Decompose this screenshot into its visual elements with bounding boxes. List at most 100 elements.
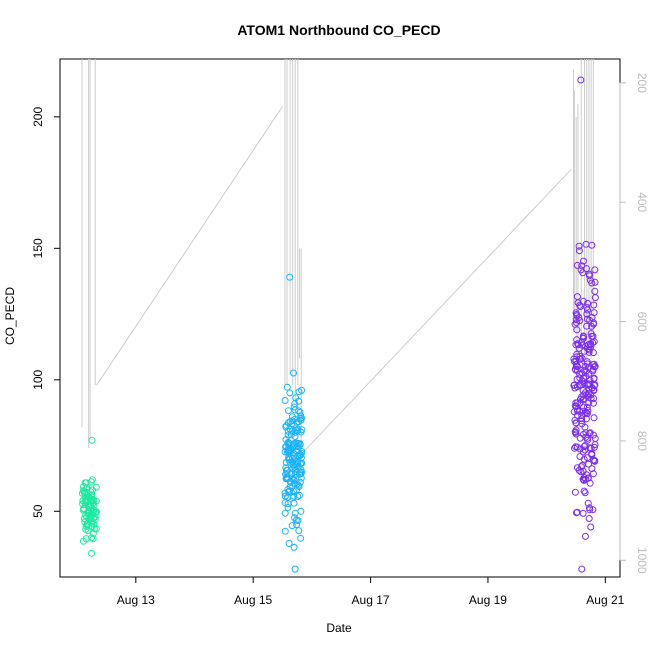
data-point (289, 465, 297, 473)
data-point (285, 442, 293, 450)
data-point (581, 410, 589, 418)
data-point (570, 381, 578, 389)
data-point (290, 369, 297, 377)
data-point (281, 509, 289, 517)
data-point (284, 504, 292, 511)
data-point (288, 420, 296, 428)
y2-tick-label: 200 (635, 73, 649, 93)
data-point (292, 516, 300, 524)
data-point (579, 332, 587, 340)
data-point (589, 332, 597, 340)
y-axis-label: CO_PECD (3, 287, 17, 345)
x-axis: Aug 13 Aug 15 Aug 17 Aug 19 Aug 21 (117, 576, 625, 607)
data-point (588, 465, 596, 473)
data-point (581, 442, 589, 449)
data-point (573, 336, 581, 344)
data-point (580, 403, 588, 411)
data-point (576, 434, 584, 442)
data-point (584, 474, 592, 482)
data-point (88, 549, 96, 557)
data-point (577, 463, 585, 471)
data-point (292, 428, 300, 436)
data-point (589, 399, 597, 407)
data-point (282, 423, 290, 431)
x-tick-label: Aug 17 (352, 593, 390, 607)
data-point (78, 489, 86, 497)
data-point (584, 306, 591, 314)
data-point (578, 415, 586, 423)
data-point (84, 527, 92, 535)
data-point (296, 478, 304, 486)
data-point (589, 365, 597, 373)
data-point (298, 386, 306, 394)
data-point (588, 322, 596, 330)
data-point (296, 491, 303, 499)
data-point (583, 471, 590, 479)
data-point (586, 376, 594, 384)
data-point (583, 360, 591, 368)
data-point (291, 565, 299, 573)
data-point (591, 294, 599, 302)
data-point (297, 507, 305, 515)
data-point (290, 476, 298, 484)
data-point (583, 303, 591, 311)
data-point (290, 492, 298, 500)
y-tick-label: 150 (31, 238, 45, 258)
secondary-segment (96, 106, 283, 386)
data-point (591, 278, 599, 286)
data-point (571, 488, 579, 496)
data-point (591, 287, 599, 295)
data-point (573, 375, 581, 383)
data-point (583, 310, 591, 318)
data-point (288, 417, 296, 425)
data-point (589, 506, 597, 514)
x-tick-label: Aug 21 (586, 593, 624, 607)
y-tick-label: 100 (31, 369, 45, 389)
data-point (576, 399, 584, 407)
data-point (583, 265, 590, 273)
data-point (576, 453, 584, 460)
data-point (92, 497, 100, 505)
data-point (285, 439, 293, 447)
data-point (588, 279, 596, 287)
data-point (575, 247, 583, 255)
data-point (80, 483, 87, 490)
data-point (82, 535, 90, 543)
data-point (579, 475, 587, 483)
data-point (288, 413, 296, 421)
data-point (591, 266, 599, 274)
y-tick-label: 50 (31, 504, 45, 518)
data-point (578, 565, 586, 573)
data-point (79, 497, 87, 505)
data-point (294, 446, 302, 453)
data-point (576, 301, 584, 309)
data-point (575, 242, 583, 250)
data-point (293, 460, 301, 468)
data-point (585, 429, 593, 437)
data-point (290, 403, 298, 411)
data-point (581, 532, 589, 540)
x-tick-label: Aug 13 (117, 593, 155, 607)
plot-frame (59, 58, 621, 578)
data-point (572, 362, 580, 370)
data-point (283, 383, 291, 391)
data-point (83, 513, 91, 521)
data-point (281, 527, 289, 535)
x-tick-label: Aug 19 (469, 593, 507, 607)
data-point (585, 515, 593, 522)
data-point (587, 523, 595, 531)
data-point (579, 257, 587, 265)
y2-tick-label: 800 (635, 431, 649, 451)
data-point (574, 341, 582, 349)
y2-axis: 200 400 600 800 1000 (619, 73, 649, 574)
data-point (582, 429, 590, 437)
data-point (580, 443, 588, 450)
data-point (583, 358, 591, 366)
data-point (297, 416, 305, 424)
data-point (584, 380, 592, 388)
data-point (582, 240, 590, 248)
y2-tick-label: 400 (635, 192, 649, 212)
data-point (590, 414, 598, 422)
data-point (571, 428, 579, 436)
